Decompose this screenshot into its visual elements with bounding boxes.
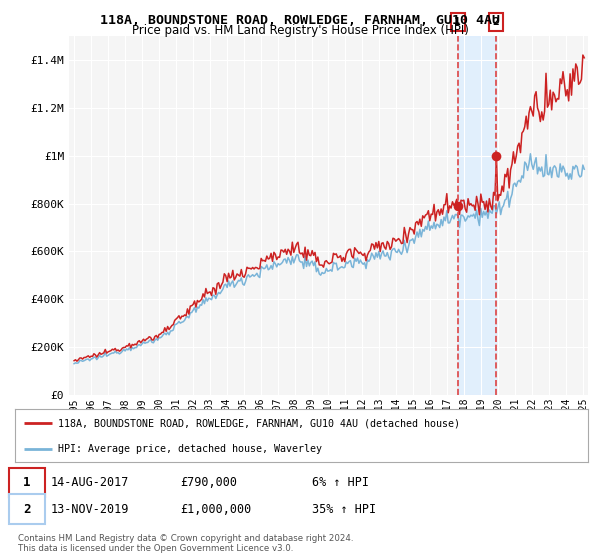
Text: 2: 2 bbox=[493, 17, 499, 27]
Bar bbox=[458, 36, 496, 395]
Text: 2: 2 bbox=[23, 503, 31, 516]
Text: 35% ↑ HPI: 35% ↑ HPI bbox=[312, 503, 376, 516]
Text: Price paid vs. HM Land Registry's House Price Index (HPI): Price paid vs. HM Land Registry's House … bbox=[131, 24, 469, 37]
Text: Contains HM Land Registry data © Crown copyright and database right 2024.
This d: Contains HM Land Registry data © Crown c… bbox=[18, 534, 353, 553]
Text: HPI: Average price, detached house, Waverley: HPI: Average price, detached house, Wave… bbox=[58, 444, 322, 454]
Text: 14-AUG-2017: 14-AUG-2017 bbox=[51, 476, 130, 489]
Text: 1: 1 bbox=[454, 17, 461, 27]
Text: 6% ↑ HPI: 6% ↑ HPI bbox=[312, 476, 369, 489]
Text: 118A, BOUNDSTONE ROAD, ROWLEDGE, FARNHAM, GU10 4AU (detached house): 118A, BOUNDSTONE ROAD, ROWLEDGE, FARNHAM… bbox=[58, 418, 460, 428]
Text: £790,000: £790,000 bbox=[180, 476, 237, 489]
Text: 1: 1 bbox=[23, 476, 31, 489]
Text: 13-NOV-2019: 13-NOV-2019 bbox=[51, 503, 130, 516]
Text: 118A, BOUNDSTONE ROAD, ROWLEDGE, FARNHAM, GU10 4AU: 118A, BOUNDSTONE ROAD, ROWLEDGE, FARNHAM… bbox=[100, 14, 500, 27]
Text: £1,000,000: £1,000,000 bbox=[180, 503, 251, 516]
